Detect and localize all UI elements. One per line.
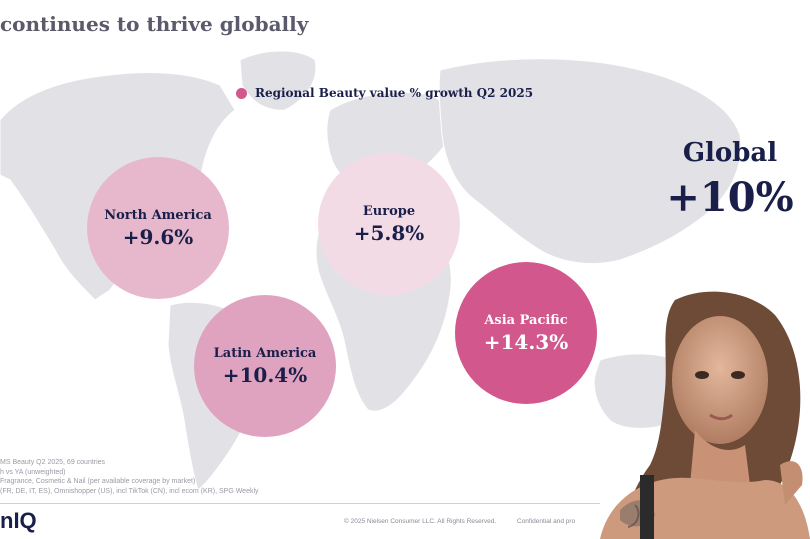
region-value: +10.4% (222, 362, 308, 387)
legend-label: Regional Beauty value % growth Q2 2025 (255, 86, 534, 100)
region-name: Asia Pacific (484, 312, 568, 328)
confidential-text: Confidential and pro (517, 518, 576, 525)
bubble-latin-america: Latin America +10.4% (194, 295, 336, 437)
footnotes: MS Beauty Q2 2025, 69 countries h vs YA … (0, 458, 380, 496)
region-value: +14.3% (483, 329, 569, 354)
bubble-north-america: North America +9.6% (87, 157, 229, 299)
global-label: Global (682, 138, 778, 168)
region-value: +5.8% (353, 220, 425, 245)
footnote: Fragrance, Cosmetic & Nail (per availabl… (0, 478, 196, 485)
footnote: (FR, DE, IT, ES), Omnishopper (US), incl… (0, 487, 259, 495)
map-greenland (239, 50, 317, 111)
region-name: Europe (362, 203, 416, 219)
map-asia (438, 58, 742, 265)
global-summary: Global +10% (650, 138, 810, 221)
legend-dot (236, 87, 247, 99)
page-title: continues to thrive globally (0, 12, 309, 36)
footer-divider (0, 503, 600, 504)
bubble-asia-pacific: Asia Pacific +14.3% (455, 262, 597, 404)
bubble-europe: Europe +5.8% (318, 153, 460, 295)
footnote: MS Beauty Q2 2025, 69 countries (0, 459, 106, 466)
legend: Regional Beauty value % growth Q2 2025 (236, 86, 533, 100)
region-name: North America (104, 207, 212, 223)
copyright-text: © 2025 Nielsen Consumer LLC. All Rights … (344, 518, 497, 525)
woman-portrait-image (600, 291, 810, 539)
region-name: Latin America (213, 345, 317, 361)
region-value: +9.6% (122, 224, 194, 249)
global-value: +10% (666, 174, 794, 221)
footnote: h vs YA (unweighted) (0, 468, 66, 476)
company-logo: nIQ (0, 508, 37, 533)
